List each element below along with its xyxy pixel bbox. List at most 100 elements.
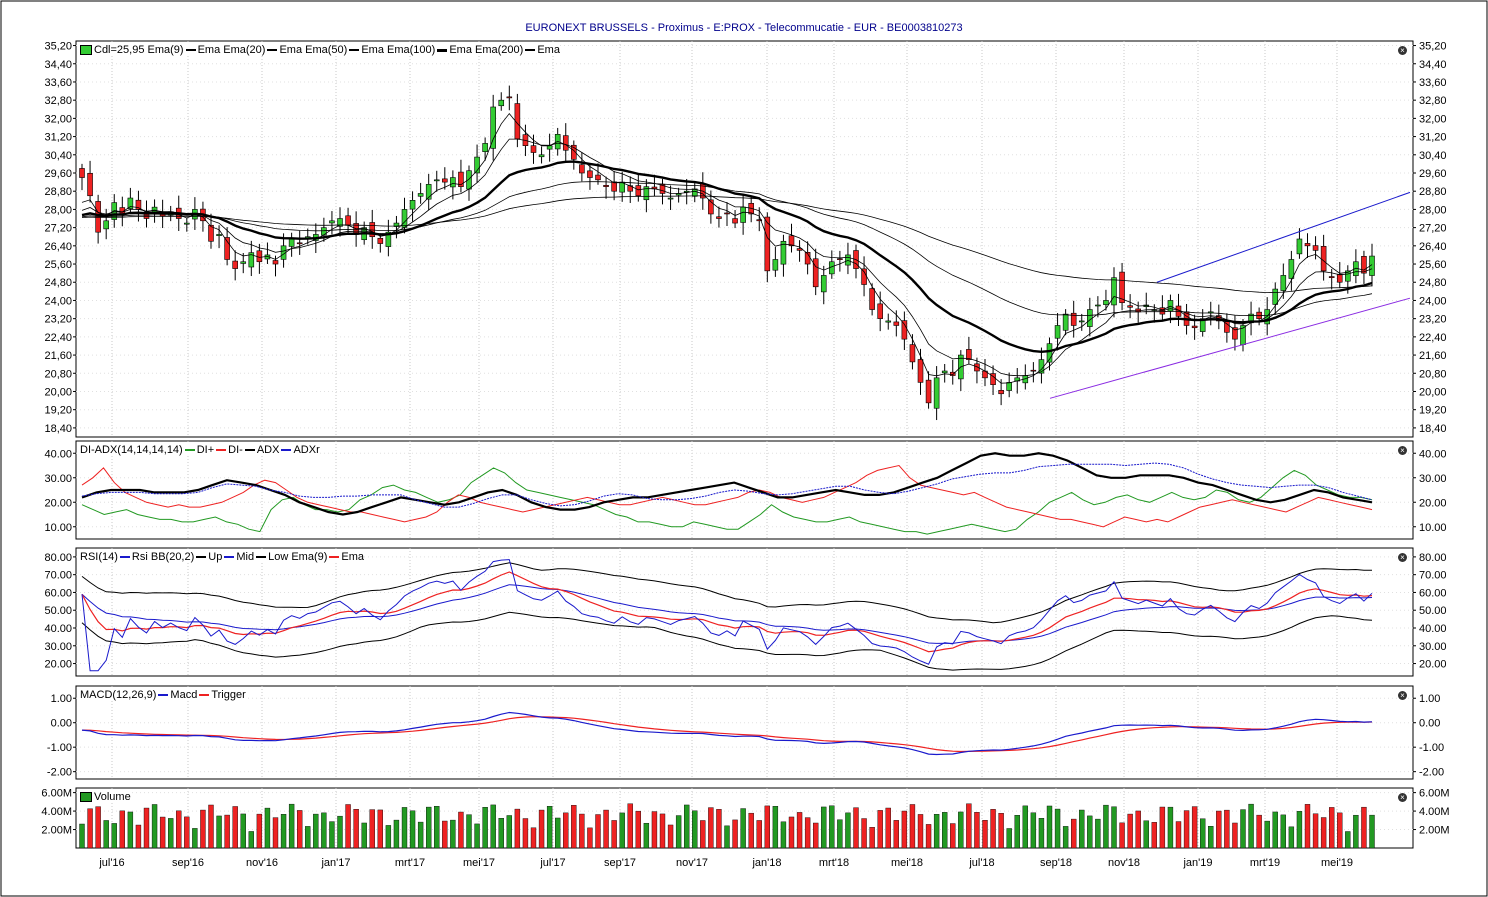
- y-tick-label-adx: 10.00: [1419, 522, 1447, 534]
- candle-body: [1224, 321, 1230, 333]
- y-tick-label-adx: 40.00: [1419, 448, 1447, 460]
- volume-bar: [450, 819, 456, 849]
- volume-bar: [966, 803, 972, 849]
- candle-body: [788, 235, 795, 247]
- month-label: mei'18: [891, 857, 923, 869]
- volume-bar: [684, 804, 690, 849]
- month-label: nov'16: [246, 857, 278, 869]
- legend-price: Cdl=25,95 Ema(9) Ema Ema(20) Ema Ema(50) Em…: [80, 44, 560, 56]
- month-label: nov'17: [676, 857, 708, 869]
- volume-bar: [587, 827, 593, 849]
- y-tick-label-price: 34,40: [44, 59, 72, 71]
- volume-bar: [635, 810, 641, 849]
- volume-bar: [95, 806, 101, 849]
- candle-body: [401, 209, 408, 228]
- month-label: jan'18: [751, 857, 781, 869]
- candle-body: [288, 238, 295, 247]
- y-tick-label-price: 31,20: [44, 132, 72, 144]
- candle-body: [417, 193, 424, 197]
- volume-bar: [1030, 812, 1037, 849]
- legend-trigger: Trigger: [211, 689, 246, 701]
- macd-trigger-line: [81, 716, 1373, 753]
- close-rsi-panel-icon[interactable]: ×: [1398, 553, 1407, 562]
- month-label: jul'17: [539, 857, 565, 869]
- y-tick-label-price: 24,00: [44, 295, 72, 307]
- candle-body: [1070, 312, 1077, 326]
- volume-bar: [1369, 814, 1375, 849]
- volume-bar: [724, 825, 730, 849]
- y-tick-label-price: 23,20: [44, 314, 72, 326]
- candle-body: [595, 174, 601, 181]
- y-tick-label-macd: -1.00: [1419, 742, 1444, 754]
- y-tick-label-price: 28,80: [44, 186, 72, 198]
- month-label: sep'16: [172, 857, 204, 869]
- candle-body: [756, 219, 763, 222]
- candle-body: [1087, 309, 1093, 327]
- volume-bar: [1014, 815, 1020, 849]
- y-tick-label-price: 22,40: [1419, 332, 1447, 344]
- volume-bar: [143, 807, 150, 849]
- candle-body: [635, 185, 642, 197]
- candle-body: [1232, 327, 1238, 340]
- month-label: nov'18: [1108, 857, 1140, 869]
- y-tick-label-macd: 0.00: [1419, 718, 1440, 730]
- close-price-panel-icon[interactable]: ×: [1398, 46, 1407, 55]
- ema-line: [81, 138, 1373, 377]
- volume-bar: [1006, 828, 1012, 849]
- month-label: mrt'19: [1250, 857, 1280, 869]
- volume-bar: [1038, 818, 1045, 849]
- candle-body: [877, 303, 883, 319]
- volume-bar: [538, 809, 545, 849]
- chart-title: EURONEXT BRUSSELS - Proximus - E:PROX - …: [525, 22, 963, 34]
- volume-bar: [305, 826, 311, 849]
- macd-line: [81, 711, 1373, 756]
- volume-bar: [111, 823, 117, 849]
- y-tick-label-macd: -1.00: [47, 742, 72, 754]
- candle-body: [393, 222, 400, 227]
- close-adx-panel-icon[interactable]: ×: [1398, 446, 1407, 455]
- y-tick-label-price: 28,80: [1419, 186, 1447, 198]
- y-tick-label-price: 24,80: [44, 277, 72, 289]
- legend-ema9: Ema(9): [147, 44, 184, 56]
- candle-body: [1119, 271, 1125, 304]
- candle-body: [433, 179, 440, 182]
- legend-macd-line: Macd: [170, 689, 198, 701]
- y-tick-label-price: 32,00: [1419, 113, 1447, 125]
- volume-bar: [79, 823, 85, 849]
- y-tick-label-price: 20,80: [44, 368, 72, 380]
- close-volume-panel-icon[interactable]: ×: [1398, 793, 1407, 802]
- legend-ema9-line: Ema: [197, 44, 221, 56]
- y-tick-label-price: 18,40: [44, 423, 72, 435]
- volume-bar: [272, 817, 279, 849]
- candle-swatch-icon: [80, 45, 92, 56]
- volume-bar: [1312, 813, 1319, 849]
- y-tick-label-rsi: 70.00: [44, 570, 72, 582]
- legend-di-plus: DI+: [196, 444, 215, 456]
- close-macd-panel-icon[interactable]: ×: [1398, 691, 1407, 700]
- candle-body: [966, 349, 972, 360]
- y-tick-label-price: 28,00: [44, 204, 72, 216]
- volume-bar: [998, 813, 1004, 849]
- legend-up: Up: [208, 551, 223, 563]
- y-tick-label-price: 30,40: [44, 150, 72, 162]
- volume-bar: [458, 811, 464, 849]
- volume-bar: [813, 822, 819, 849]
- candle-body: [458, 171, 464, 187]
- volume-bar: [224, 814, 230, 849]
- adx-series-line: [81, 464, 1373, 528]
- candle-body: [232, 260, 238, 269]
- legend-ema200-line: Ema: [537, 44, 560, 56]
- volume-bar: [893, 820, 899, 849]
- volume-bar: [917, 814, 924, 849]
- volume-bar: [313, 813, 319, 849]
- volume-bar: [168, 818, 174, 849]
- volume-bar: [297, 810, 303, 849]
- volume-bar: [256, 813, 263, 849]
- volume-bar: [692, 810, 698, 849]
- volume-bar: [119, 810, 125, 849]
- volume-bar: [248, 831, 254, 849]
- volume-bar: [208, 804, 214, 849]
- volume-bar: [780, 821, 787, 849]
